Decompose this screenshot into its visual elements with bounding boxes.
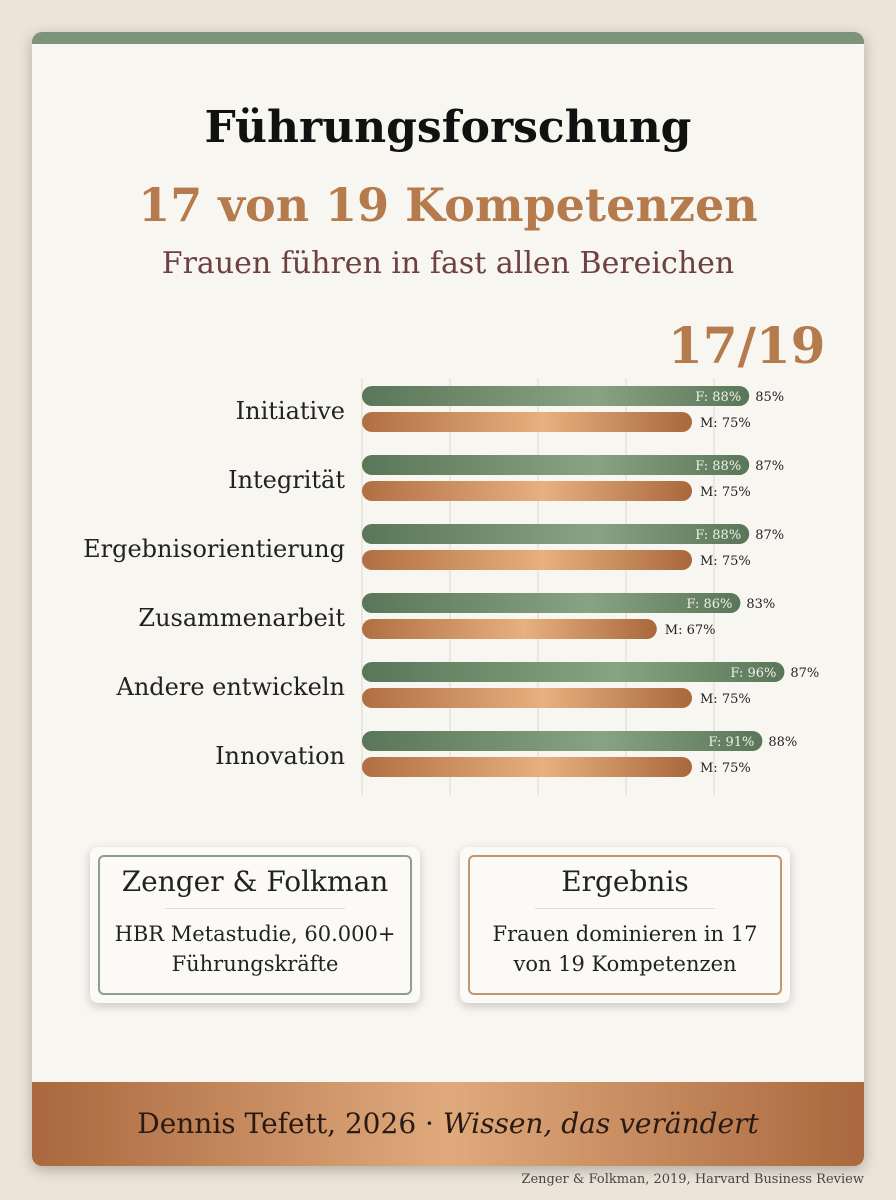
bar-female — [362, 386, 750, 406]
bar-label-female: F: 86% — [686, 597, 732, 612]
bar-label-female: F: 96% — [730, 666, 776, 681]
outside-label: 87% — [755, 528, 784, 543]
card-result: Ergebnis Frauen dominieren in 17 von 19 … — [460, 847, 790, 1003]
footer-author: Dennis Tefett, 2026 · — [137, 1107, 443, 1140]
bar-female — [362, 524, 750, 544]
source: Zenger & Folkman, 2019, Harvard Business… — [521, 1172, 864, 1187]
subtitle: 17 von 19 Kompetenzen — [138, 178, 758, 232]
bar-female — [362, 455, 750, 475]
bar-male — [362, 412, 692, 432]
bar-label-male: M: 75% — [700, 485, 751, 500]
bar-male — [362, 688, 692, 708]
bar-male — [362, 481, 692, 501]
score: 17/19 — [668, 316, 826, 375]
card-text: Führungskräfte — [171, 952, 339, 976]
outside-label: 87% — [790, 666, 819, 681]
outside-label: 88% — [768, 735, 797, 750]
card-text: von 19 Kompetenzen — [513, 952, 737, 976]
bar-label-female: F: 88% — [695, 459, 741, 474]
top-strip — [32, 32, 864, 44]
infographic-card: Führungsforschung 17 von 19 Kompetenzen … — [32, 32, 864, 1166]
category-label: Zusammenarbeit — [138, 604, 345, 632]
bar-female — [362, 731, 763, 751]
card-title: Zenger & Folkman — [121, 865, 389, 898]
card-study: Zenger & Folkman HBR Metastudie, 60.000+… — [90, 847, 420, 1003]
outside-label: 85% — [755, 390, 784, 405]
bar-label-male: M: 75% — [700, 761, 751, 776]
category-label: Initiative — [236, 397, 345, 425]
card-text: Frauen dominieren in 17 — [492, 922, 758, 946]
footer-motto: Wissen, das verändert — [442, 1107, 759, 1140]
outside-label: 87% — [755, 459, 784, 474]
footer: Dennis Tefett, 2026 · Wissen, das veränd… — [32, 1082, 864, 1166]
bar-label-female: F: 88% — [695, 390, 741, 405]
bar-male — [362, 757, 692, 777]
title: Führungsforschung — [204, 102, 692, 153]
category-label: Andere entwickeln — [115, 673, 345, 701]
bar-chart: Initiative F: 88% 85% M: 75% Integrität F: 88… — [83, 378, 819, 795]
bar-male — [362, 619, 657, 639]
card-text: HBR Metastudie, 60.000+ — [114, 922, 396, 946]
bar-label-male: M: 75% — [700, 554, 751, 569]
tagline: Frauen führen in fast allen Bereichen — [161, 246, 735, 281]
outside-label: 83% — [746, 597, 775, 612]
bar-male — [362, 550, 692, 570]
bar-female — [362, 593, 741, 613]
bar-label-female: F: 88% — [695, 528, 741, 543]
bar-female — [362, 662, 785, 682]
category-label: Ergebnisorientierung — [83, 535, 345, 563]
bar-label-female: F: 91% — [708, 735, 754, 750]
card-title: Ergebnis — [561, 865, 689, 898]
category-label: Integrität — [228, 466, 345, 494]
bar-label-male: M: 75% — [700, 692, 751, 707]
bar-label-male: M: 67% — [665, 623, 716, 638]
category-label: Innovation — [215, 742, 345, 770]
bar-label-male: M: 75% — [700, 416, 751, 431]
